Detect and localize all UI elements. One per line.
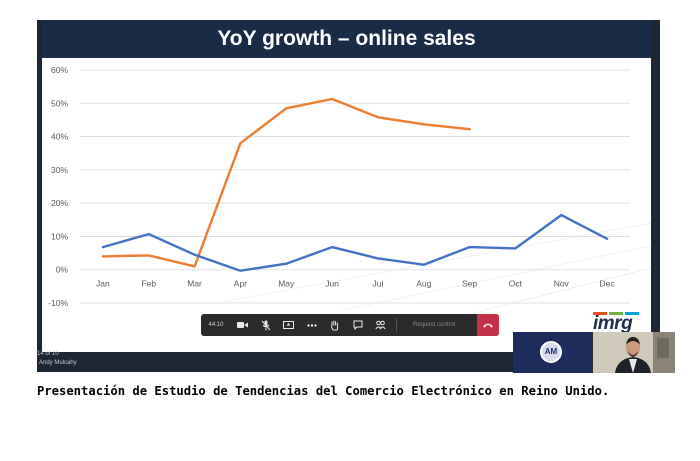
presenter-name: Andy Mulcahy (39, 360, 77, 366)
participant-video-feed (593, 332, 675, 373)
screen-frame-right (651, 20, 660, 372)
hang-up-icon (483, 323, 493, 328)
chart-y-tick-labels: 60% 50% 40% 30% 20% 10% 0% -10% (48, 65, 68, 308)
request-control-button[interactable]: Request control (412, 322, 456, 328)
x-tick-label: Aug (416, 279, 431, 289)
chat-icon[interactable] (346, 314, 369, 336)
imrg-logo: imrg (593, 313, 633, 334)
series-line-orange (101, 97, 471, 268)
series-line-blue (101, 213, 609, 272)
line-chart: 60% 50% 40% 30% 20% 10% 0% -10% Jan Feb Mar Apr May… (48, 65, 651, 317)
x-tick-label: Jan (96, 279, 110, 289)
participant-tile-avatar[interactable]: AM (513, 332, 591, 373)
participant-tile-camera[interactable] (593, 332, 675, 373)
chart-x-tick-labels: Jan Feb Mar Apr May Jun Jul Aug Sep Oct Nov Dec (96, 279, 615, 289)
screen-frame-bottom (37, 352, 660, 372)
logo-accent-line (593, 312, 639, 315)
y-tick-label: -10% (48, 298, 68, 308)
participants-icon[interactable] (369, 314, 392, 336)
page-caption: Presentación de Estudio de Tendencias de… (37, 384, 610, 398)
x-tick-label: Jul (372, 279, 383, 289)
more-options-icon[interactable] (300, 314, 323, 336)
meeting-toolbar: 44:10 Request control (201, 314, 499, 336)
microphone-muted-icon[interactable] (254, 314, 277, 336)
y-tick-label: 50% (51, 98, 68, 108)
y-tick-label: 60% (51, 65, 68, 75)
x-tick-label: Sep (462, 279, 477, 289)
x-tick-label: Jun (325, 279, 339, 289)
background-decor-line (461, 267, 651, 317)
hang-up-button[interactable] (477, 314, 499, 336)
x-tick-label: Feb (141, 279, 156, 289)
screen-frame-left (37, 20, 42, 372)
x-tick-label: Dec (600, 279, 616, 289)
chart-series (101, 97, 609, 272)
presentation-screen: YoY growth – online sales 60% 50% 40% 30% 20… (37, 20, 660, 372)
x-tick-label: Apr (234, 279, 247, 289)
slide-counter: 14 of 10 (37, 351, 59, 357)
y-tick-label: 30% (51, 165, 68, 175)
y-tick-label: 20% (51, 198, 68, 208)
background-decor-line (341, 245, 651, 311)
x-tick-label: May (278, 279, 295, 289)
meeting-timer: 44:10 (208, 322, 224, 328)
video-participants-panel: AM (513, 332, 675, 373)
x-tick-label: Mar (187, 279, 202, 289)
chart-gridlines (80, 69, 630, 304)
toolbar-separator (396, 318, 397, 332)
share-screen-icon[interactable] (277, 314, 300, 336)
video-camera-icon[interactable] (231, 314, 254, 336)
raise-hand-icon[interactable] (323, 314, 346, 336)
y-tick-label: 40% (51, 132, 68, 142)
y-tick-label: 0% (56, 265, 69, 275)
x-tick-label: Nov (554, 279, 570, 289)
slide-title: YoY growth – online sales (42, 20, 651, 58)
x-tick-label: Oct (509, 279, 523, 289)
avatar: AM (540, 341, 562, 363)
y-tick-label: 10% (51, 231, 68, 241)
